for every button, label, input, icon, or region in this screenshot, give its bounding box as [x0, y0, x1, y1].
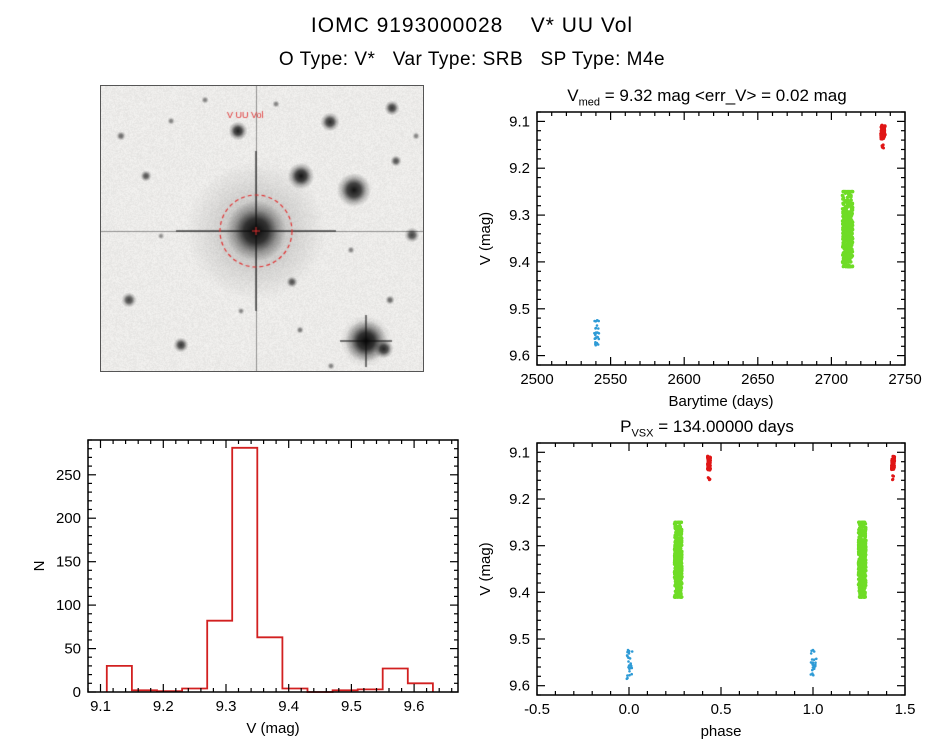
- plot-frame: [536, 111, 906, 366]
- x-axis-title: phase: [701, 723, 742, 740]
- y-tick-label: 9.6: [509, 678, 530, 695]
- data-points-phase0-blue: [625, 648, 634, 681]
- data-points-phase127-green: [856, 520, 868, 599]
- x-tick-label: 9.3: [216, 698, 237, 715]
- period-symbol: P: [620, 417, 632, 436]
- y-tick-label: 250: [56, 467, 81, 484]
- x-tick-label: 0.5: [711, 701, 732, 718]
- phase-folded-plot: -0.5 0.0 0.5 1.0 1.5 9.1 9.2 9.3 9.4 9.5 9.6 phase V…: [477, 442, 916, 740]
- page-title: IOMC 9193000028 V* UU Vol: [310, 14, 634, 37]
- v-magnitude-histogram: 9.1 9.2 9.3 9.4 9.5 9.6 0 50 100 150 200 250 V (mag)…: [31, 439, 459, 737]
- x-tick-label: 0.0: [619, 701, 640, 718]
- x-tick-label: 2600: [668, 371, 701, 388]
- lightcurve-plot: 2500 2550 2600 2650 2700 2750 9.1 9.2 9.3 9.4 9.5 9…: [477, 111, 922, 410]
- y-axis-title: V (mag): [477, 542, 494, 595]
- y-tick-label: 200: [56, 510, 81, 527]
- y-tick-label: 100: [56, 597, 81, 614]
- data-points-epoch-2540-blue: [593, 319, 601, 347]
- x-tick-label: 9.1: [90, 698, 111, 715]
- phase-plot-title: PVSX = 134.00000 days: [470, 417, 944, 439]
- y-tick-label: 0: [73, 684, 81, 701]
- x-tick-label: 9.6: [404, 698, 425, 715]
- x-tick-label: 2650: [741, 371, 774, 388]
- x-tick-label: 1.0: [803, 701, 824, 718]
- x-tick-label: 1.5: [895, 701, 916, 718]
- x-tick-label: 2700: [815, 371, 848, 388]
- y-tick-label: 9.3: [509, 538, 530, 555]
- y-axis-title: V (mag): [477, 212, 494, 265]
- y-tick-label: 9.3: [509, 207, 530, 224]
- y-tick-label: 9.4: [509, 584, 530, 601]
- y-tick-label: 9.5: [509, 631, 530, 648]
- period-subscript: VSX: [631, 427, 654, 440]
- y-axis-title: N: [31, 561, 48, 572]
- x-tick-label: 2500: [520, 371, 553, 388]
- finder-chart-image: [100, 85, 424, 372]
- x-tick-label: 9.2: [153, 698, 174, 715]
- data-points-epoch-2735-red-low: [880, 143, 885, 150]
- data-points-phase027-green: [672, 520, 684, 599]
- y-tick-label: 9.4: [509, 254, 530, 271]
- vmed-symbol: V: [567, 86, 579, 105]
- y-tick-label: 9.6: [509, 348, 530, 365]
- y-tick-label: 50: [64, 641, 81, 658]
- lightcurve-title: Vmed = 9.32 mag <err_V> = 0.02 mag: [470, 86, 944, 108]
- x-tick-label: 2550: [594, 371, 627, 388]
- y-tick-label: 9.2: [509, 160, 530, 177]
- y-tick-label: 9.5: [509, 301, 530, 318]
- x-tick-label: -0.5: [524, 701, 550, 718]
- data-points-phase143-red-low: [891, 474, 895, 482]
- y-tick-label: 9.2: [509, 491, 530, 508]
- data-points-phase043-red-low: [706, 476, 712, 482]
- y-tick-label: 9.1: [509, 444, 530, 461]
- x-tick-label: 9.5: [341, 698, 362, 715]
- x-axis-title: V (mag): [246, 720, 299, 737]
- y-tick-label: 9.1: [509, 113, 530, 130]
- x-axis-title: Barytime (days): [668, 393, 773, 410]
- x-tick-label: 2750: [888, 371, 921, 388]
- period-value-text: = 134.00000 days: [653, 417, 794, 436]
- vmed-subscript: med: [578, 96, 601, 109]
- plot-frame: [87, 439, 459, 693]
- data-points-phase043-red: [706, 454, 712, 472]
- data-points-phase143-red: [890, 454, 897, 472]
- plot-frame: [536, 442, 906, 696]
- histogram-steps: [105, 446, 434, 693]
- data-points-epoch-2735-red: [879, 123, 887, 141]
- page-subtitle: O Type: V* Var Type: SRB SP Type: M4e: [278, 49, 666, 70]
- data-points-epoch-2710-green: [840, 189, 855, 269]
- x-tick-label: 9.4: [278, 698, 299, 715]
- data-points-phase1-blue: [809, 648, 818, 677]
- vmed-value-text: = 9.32 mag <err_V> = 0.02 mag: [600, 86, 847, 105]
- y-tick-label: 150: [56, 554, 81, 571]
